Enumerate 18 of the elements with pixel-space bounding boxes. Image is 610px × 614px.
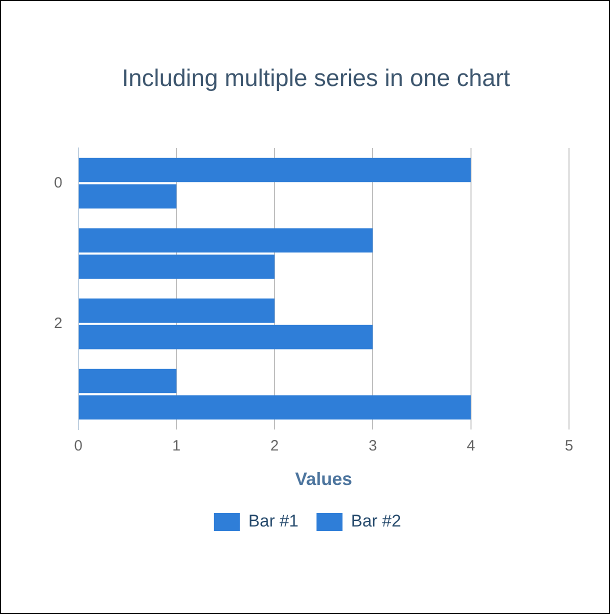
x-tick-label: 1 — [172, 438, 181, 455]
chart-title: Including multiple series in one chart — [120, 65, 512, 93]
bar — [78, 254, 275, 279]
bar — [78, 324, 373, 350]
bar — [78, 184, 176, 208]
x-axis-title: Values — [295, 469, 352, 490]
bar — [78, 228, 373, 252]
legend-label: Bar #1 — [248, 512, 299, 531]
x-tick-label: 0 — [74, 438, 83, 455]
bar — [78, 158, 471, 182]
x-tick-label: 2 — [270, 438, 279, 455]
x-tick-label: 5 — [564, 438, 574, 455]
bar — [78, 368, 176, 394]
legend-label: Bar #2 — [351, 512, 402, 531]
x-tick-label: 3 — [368, 438, 377, 455]
bar — [78, 395, 471, 420]
x-tick-label: 4 — [466, 438, 476, 455]
bar — [78, 298, 275, 323]
